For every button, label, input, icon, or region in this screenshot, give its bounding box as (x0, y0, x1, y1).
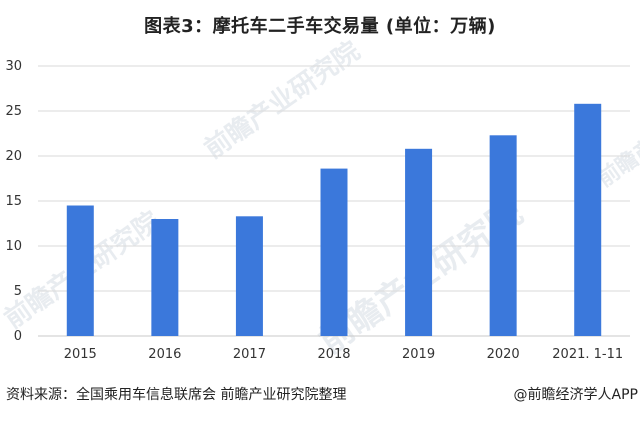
bar (320, 168, 348, 336)
bar (66, 205, 94, 336)
y-tick-label: 5 (14, 284, 22, 299)
chart-title: 图表3：摩托车二手车交易量 (单位：万辆) (144, 16, 496, 37)
bar (574, 103, 602, 336)
x-tick-label: 2018 (317, 347, 350, 362)
y-tick-label: 30 (5, 59, 22, 74)
bar (151, 219, 179, 336)
y-tick-label: 15 (5, 194, 22, 209)
bar (405, 148, 433, 336)
x-tick-label: 2020 (487, 347, 520, 362)
y-tick-label: 0 (14, 329, 22, 344)
y-tick-label: 20 (5, 149, 22, 164)
x-tick-label: 2017 (233, 347, 266, 362)
y-tick-label: 10 (5, 239, 22, 254)
x-tick-label: 2016 (148, 347, 181, 362)
source-note: 资料来源：全国乘用车信息联席会 前瞻产业研究院整理 (6, 387, 347, 403)
bar (489, 135, 517, 336)
bar (235, 216, 263, 336)
x-tick-label: 2021. 1-11 (552, 347, 623, 362)
publisher-credit: @前瞻经济学人APP (513, 387, 638, 403)
y-tick-label: 25 (5, 104, 22, 119)
x-tick-label: 2019 (402, 347, 435, 362)
x-tick-label: 2015 (64, 347, 97, 362)
